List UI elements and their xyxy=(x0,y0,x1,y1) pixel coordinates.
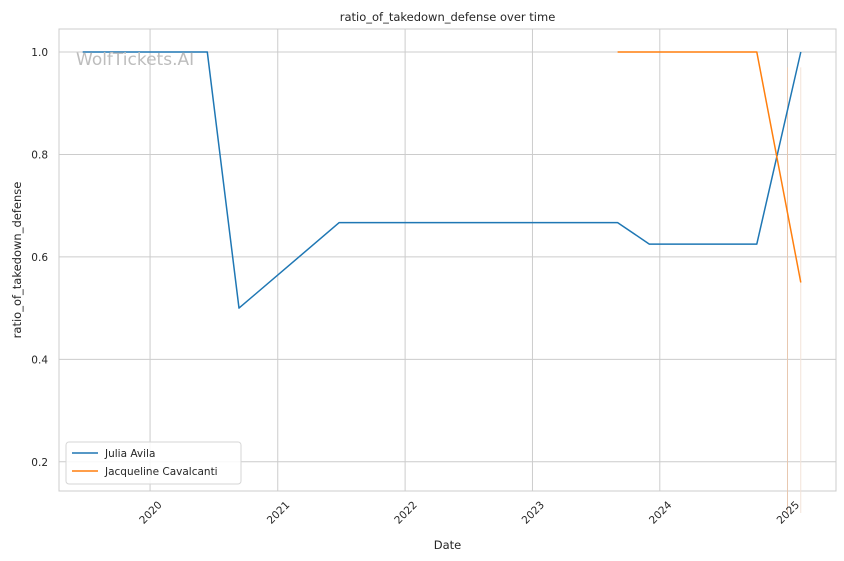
series-line-julia-avila xyxy=(82,51,802,309)
y-tick-label: 1.0 xyxy=(31,47,48,59)
y-tick-label: 0.4 xyxy=(31,354,48,366)
y-tick-label: 0.2 xyxy=(31,457,48,469)
x-tick-label: 2023 xyxy=(520,499,547,526)
series-line-jacqueline-cavalcanti xyxy=(617,51,802,283)
chart-title: ratio_of_takedown_defense over time xyxy=(340,10,556,24)
grid xyxy=(59,29,836,491)
y-tick-label: 0.6 xyxy=(31,252,48,264)
legend-label: Julia Avila xyxy=(104,448,155,460)
vertical-markers xyxy=(787,67,802,514)
x-tick-label: 2024 xyxy=(647,499,675,527)
legend-label: Jacqueline Cavalcanti xyxy=(104,466,218,478)
x-tick-label: 2021 xyxy=(265,499,292,526)
x-tick-labels: 2020 2021 2022 2023 2024 2025 xyxy=(137,499,802,527)
legend: Julia Avila Jacqueline Cavalcanti xyxy=(65,441,242,485)
x-axis-label: Date xyxy=(434,538,462,552)
x-tick-label: 2022 xyxy=(392,499,419,526)
x-tick-label: 2025 xyxy=(775,499,802,526)
x-tick-label: 2020 xyxy=(137,499,164,526)
y-axis-label: ratio_of_takedown_defense xyxy=(10,182,24,339)
series-lines xyxy=(82,51,802,309)
y-tick-label: 0.8 xyxy=(31,149,48,161)
watermark: WolfTickets.AI xyxy=(76,50,194,70)
plot-frame xyxy=(58,28,837,492)
legend-items: Julia Avila Jacqueline Cavalcanti xyxy=(72,448,218,478)
y-tick-labels: 0.2 0.4 0.6 0.8 1.0 xyxy=(31,47,48,469)
legend-box xyxy=(65,441,242,485)
